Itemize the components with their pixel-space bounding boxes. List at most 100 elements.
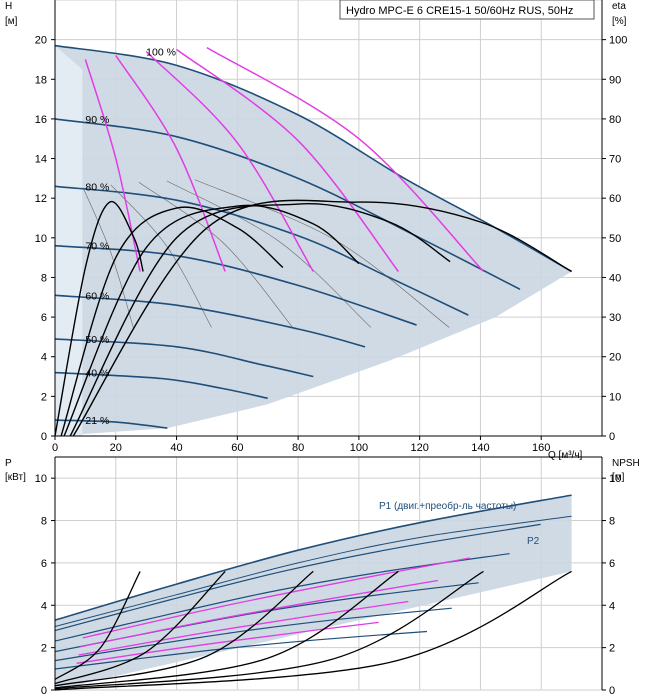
y-tick-label: 14	[35, 154, 47, 166]
speed-label-70: 70 %	[85, 241, 109, 253]
x-tick-label: 20	[110, 442, 122, 454]
power-tick-label: 10	[35, 473, 47, 485]
power-envelope	[55, 495, 572, 690]
x-tick-label: 80	[292, 442, 304, 454]
power-curve-pump	[80, 579, 439, 648]
y-right-tick-label: 70	[609, 154, 621, 166]
p1-curve	[54, 494, 572, 621]
y-right-tick-label: 40	[609, 272, 621, 284]
power-curve-speed	[54, 523, 541, 632]
power-curve-speed	[54, 553, 510, 642]
x-tick-label: 0	[52, 442, 58, 454]
pump-curve-thin	[166, 180, 372, 328]
power-tick-label: 0	[41, 685, 47, 697]
power-curve-speed	[54, 607, 452, 662]
y-tick-label: 8	[41, 272, 47, 284]
power-tick-label: 8	[41, 516, 47, 528]
y-tick-label: 18	[35, 74, 47, 86]
speed-label-50: 50 %	[85, 334, 109, 346]
p1-series-label: P1 (двиг.+преобр-ль частоты)	[379, 500, 516, 512]
pump-curve-4	[176, 48, 399, 272]
x-tick-label: 60	[231, 442, 243, 454]
power-axis-label: P	[5, 458, 12, 469]
npsh-tick-label: 6	[609, 558, 615, 570]
npsh-axis-unit: [м]	[612, 472, 625, 483]
speed-curve-50	[54, 338, 314, 378]
speed-label-90: 90 %	[85, 114, 109, 126]
npsh-curve-2	[54, 570, 226, 685]
npsh-tick-label: 10	[609, 473, 621, 485]
y-tick-label: 20	[35, 35, 47, 47]
y-right-axis-label: eta	[612, 1, 626, 12]
y-tick-label: 2	[41, 391, 47, 403]
power-tick-label: 6	[41, 558, 47, 570]
x-tick-label: 120	[410, 442, 428, 454]
p2-series-label: P2	[527, 536, 540, 547]
npsh-axis-label: NPSH	[612, 458, 640, 469]
speed-curve-60	[54, 294, 366, 348]
efficiency-curve-2	[60, 206, 284, 437]
npsh-curve-3	[54, 570, 314, 687]
efficiency-curve-1	[54, 201, 144, 437]
x-tick-label: 160	[532, 442, 550, 454]
x-tick-label: 100	[350, 442, 368, 454]
pump-curve-thin	[138, 181, 293, 328]
npsh-tick-label: 4	[609, 600, 615, 612]
speed-label-40: 40 %	[85, 368, 109, 380]
npsh-curve-1	[54, 571, 141, 680]
y-right-tick-label: 10	[609, 391, 621, 403]
npsh-tick-label: 8	[609, 516, 615, 528]
chart-title: Hydro MPC-E 6 CRE15-1 50/60Hz RUS, 50Hz	[346, 5, 573, 17]
speed-curve-90	[54, 118, 521, 291]
y-right-tick-label: 30	[609, 312, 621, 324]
power-tick-label: 2	[41, 643, 47, 655]
npsh-curve-5	[54, 570, 484, 690]
npsh-curve-6	[54, 570, 572, 691]
efficiency-curve-5	[72, 199, 572, 437]
y-tick-label: 16	[35, 114, 47, 126]
efficiency-curve-4	[69, 203, 451, 437]
speed-label-21: 21 %	[85, 415, 109, 427]
y-right-tick-label: 50	[609, 233, 621, 245]
title-box	[339, 0, 595, 20]
speed-label-100: 100 %	[146, 47, 176, 59]
y-right-axis-unit: [%]	[612, 16, 627, 27]
pump-curve-3	[145, 50, 314, 272]
y-tick-label: 4	[41, 352, 47, 364]
power-axis-unit: [кВт]	[5, 472, 26, 483]
y-right-tick-label: 100	[609, 35, 627, 47]
y-right-tick-label: 60	[609, 193, 621, 205]
x-tick-label: 140	[471, 442, 489, 454]
y-tick-label: 10	[35, 233, 47, 245]
y-right-tick-label: 90	[609, 74, 621, 86]
speed-curve-21	[54, 419, 168, 429]
x-axis-label: Q [м³/ч]	[548, 450, 583, 461]
operating-envelope	[55, 45, 572, 436]
power-curve-pump	[78, 600, 409, 656]
power-curve-speed	[54, 630, 428, 670]
y-tick-label: 0	[41, 431, 47, 443]
speed-curve-40	[54, 371, 268, 400]
y-right-tick-label: 20	[609, 352, 621, 364]
y-right-tick-label: 80	[609, 114, 621, 126]
pump-curve-5	[206, 46, 485, 273]
speed-label-80: 80 %	[85, 181, 109, 193]
p2-curve	[54, 515, 572, 627]
y-tick-label: 6	[41, 312, 47, 324]
pump-curve-thin	[82, 187, 134, 328]
speed-curve-70	[54, 244, 417, 326]
pump-curve-1	[84, 59, 141, 272]
power-tick-label: 4	[41, 600, 47, 612]
speed-label-60: 60 %	[85, 290, 109, 302]
low-flow-region	[55, 45, 83, 436]
npsh-tick-label: 2	[609, 643, 615, 655]
y-axis-unit: [м]	[5, 16, 18, 27]
efficiency-curve-3	[63, 204, 360, 437]
pump-curve-2	[115, 55, 226, 272]
power-curve-pump	[82, 557, 470, 639]
x-tick-label: 40	[170, 442, 182, 454]
npsh-tick-label: 0	[609, 685, 615, 697]
npsh-curve-4	[54, 570, 399, 689]
y-right-tick-label: 0	[609, 431, 615, 443]
